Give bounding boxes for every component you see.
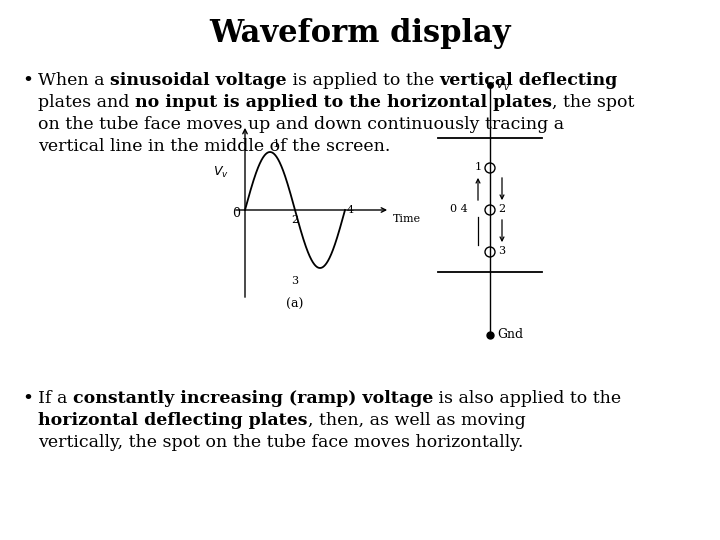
Text: •: • (22, 390, 33, 408)
Text: , the spot: , the spot (552, 94, 634, 111)
Text: 3: 3 (292, 276, 299, 286)
Text: Time: Time (393, 214, 421, 224)
Text: $V_v$: $V_v$ (213, 165, 229, 179)
Text: vertical line in the middle of the screen.: vertical line in the middle of the scree… (38, 138, 390, 154)
Text: 0: 0 (232, 207, 240, 220)
Text: Gnd: Gnd (497, 328, 523, 341)
Text: horizontal deflecting plates: horizontal deflecting plates (38, 412, 307, 429)
Text: plates and: plates and (38, 94, 135, 111)
Text: (a): (a) (287, 298, 304, 311)
Text: is applied to the: is applied to the (287, 72, 439, 89)
Text: $V_v$: $V_v$ (495, 77, 510, 92)
Text: 1: 1 (273, 139, 280, 149)
Text: sinusoidal voltage: sinusoidal voltage (110, 72, 287, 89)
Text: 3: 3 (498, 246, 505, 256)
Text: no input is applied to the horizontal plates: no input is applied to the horizontal pl… (135, 94, 552, 111)
Text: vertical deflecting: vertical deflecting (439, 72, 618, 89)
Text: If a: If a (38, 390, 73, 407)
Text: 2: 2 (498, 204, 505, 214)
Text: •: • (22, 72, 33, 90)
Text: 0 4: 0 4 (450, 204, 468, 214)
Text: Waveform display: Waveform display (210, 18, 510, 49)
Text: When a: When a (38, 72, 110, 89)
Text: 1: 1 (475, 162, 482, 172)
Text: 2: 2 (292, 215, 299, 225)
Text: 4: 4 (347, 205, 354, 215)
Text: , then, as well as moving: , then, as well as moving (307, 412, 526, 429)
Text: vertically, the spot on the tube face moves horizontally.: vertically, the spot on the tube face mo… (38, 434, 523, 451)
Text: constantly increasing (ramp) voltage: constantly increasing (ramp) voltage (73, 390, 433, 407)
Text: is also applied to the: is also applied to the (433, 390, 621, 407)
Text: on the tube face moves up and down continuously tracing a: on the tube face moves up and down conti… (38, 116, 564, 133)
